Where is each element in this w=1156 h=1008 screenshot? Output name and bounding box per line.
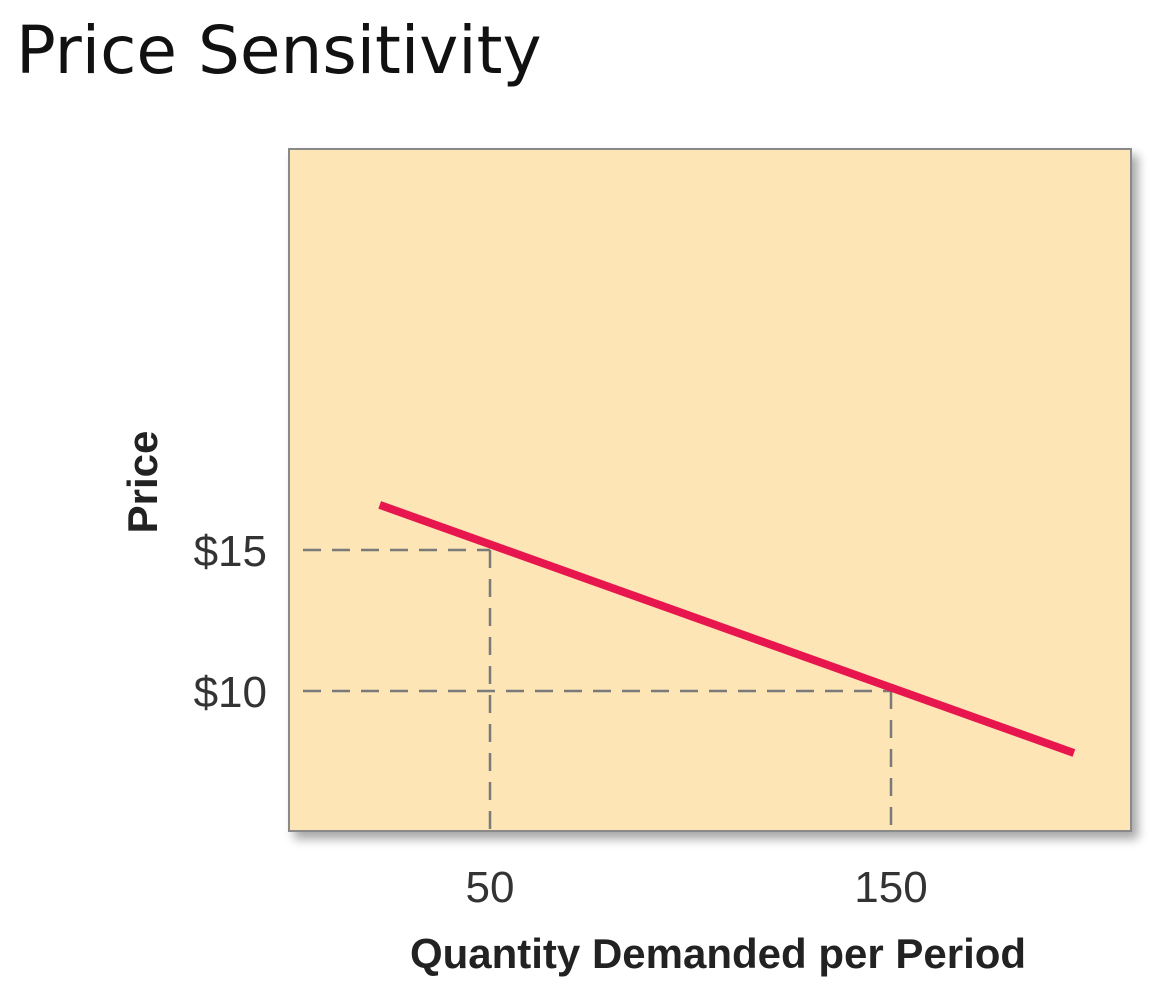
x-tick-label-150: 150	[854, 863, 927, 912]
y-axis-label: Price	[119, 431, 166, 534]
guide-lines	[303, 548, 893, 831]
x-tick-label-50: 50	[466, 863, 515, 912]
y-tick-label-15: $15	[194, 527, 267, 576]
y-tick-label-10: $10	[194, 668, 267, 717]
slide-title: Price Sensitivity	[16, 12, 542, 89]
demand-curve-line	[378, 501, 1076, 757]
y-tick-labels: $15 $10	[194, 527, 267, 717]
plot-area	[288, 148, 1132, 832]
x-axis-label: Quantity Demanded per Period	[410, 930, 1026, 977]
x-tick-labels: 50 150	[466, 863, 928, 912]
series-layer	[378, 501, 1076, 757]
